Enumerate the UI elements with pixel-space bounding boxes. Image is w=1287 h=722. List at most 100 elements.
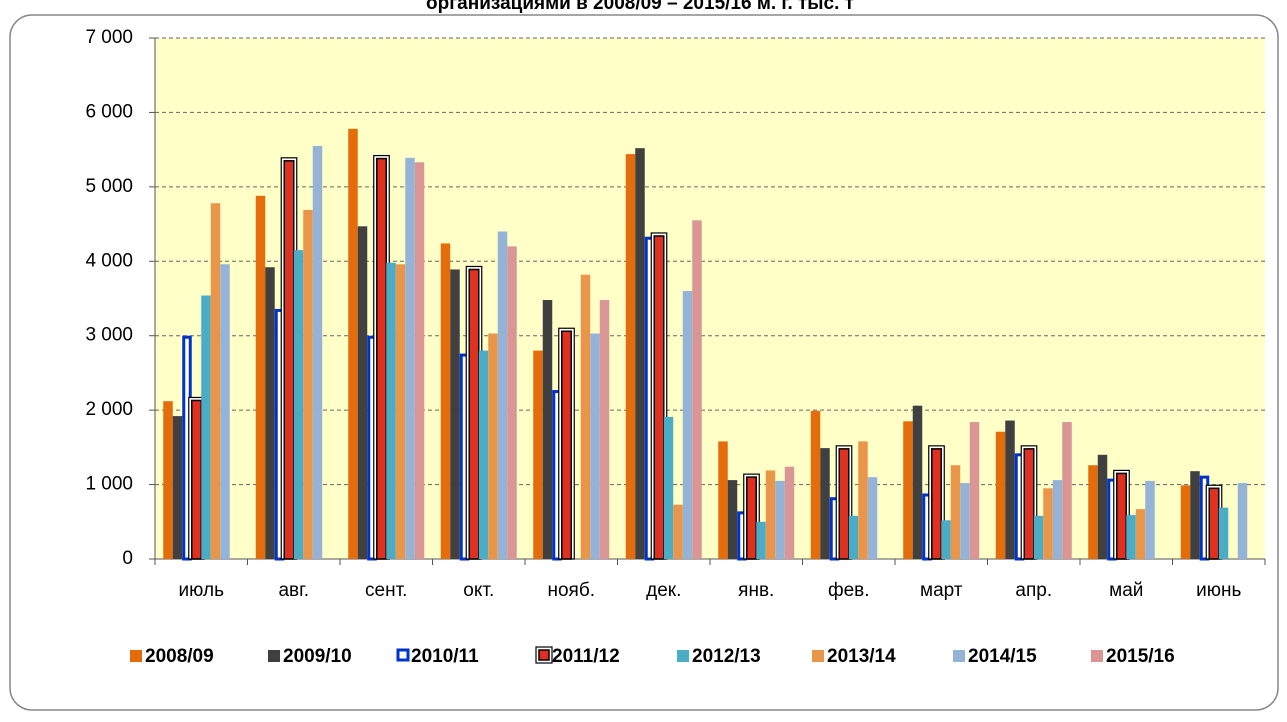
y-tick-label: 0: [122, 548, 133, 569]
bar: [561, 330, 572, 560]
bar: [395, 264, 406, 559]
bar: [727, 480, 738, 559]
y-tick-label: 2 000: [85, 399, 133, 420]
bar: [867, 477, 878, 559]
bar: [533, 350, 543, 559]
legend-label: 2014/15: [968, 646, 1037, 667]
bar: [820, 448, 830, 559]
bar: [912, 405, 923, 559]
x-tick-label: июль: [179, 580, 225, 601]
legend-label: 2011/12: [552, 646, 620, 667]
bar: [580, 274, 591, 559]
bar: [210, 203, 221, 559]
bar: [838, 448, 850, 560]
bar: [1116, 472, 1127, 560]
bar: [1190, 471, 1200, 559]
legend-label: 2012/13: [692, 646, 761, 667]
bar: [858, 441, 868, 559]
x-tick-label: июнь: [1196, 580, 1241, 601]
legend-outline: [535, 646, 553, 664]
legend-label: 2010/11: [411, 646, 479, 667]
bar: [255, 195, 266, 559]
bar: [172, 416, 183, 559]
y-tick-label: 3 000: [85, 325, 133, 346]
bar: [692, 220, 702, 559]
bar: [1052, 480, 1063, 559]
bar: [201, 295, 211, 559]
bar: [931, 448, 942, 560]
bar: [1062, 422, 1072, 559]
bar: [1180, 485, 1191, 559]
plot-area: [155, 38, 1265, 559]
y-tick-label: 1 000: [85, 474, 133, 495]
bar: [1218, 507, 1229, 559]
x-tick-label: май: [1109, 580, 1143, 601]
bar: [653, 235, 665, 560]
legend-label: 2008/09: [145, 646, 214, 667]
bar: [775, 480, 785, 559]
bar: [1043, 488, 1053, 559]
bar: [265, 267, 275, 559]
bar: [903, 421, 913, 559]
x-tick-label: окт.: [463, 580, 494, 601]
bar: [1126, 515, 1136, 559]
x-tick-label: март: [920, 580, 963, 601]
bar: [376, 157, 387, 560]
x-tick-label: авг.: [278, 580, 309, 601]
bar: [682, 291, 693, 559]
bar: [663, 416, 674, 559]
bar: [414, 162, 425, 559]
bar: [784, 466, 795, 559]
bar: [810, 410, 821, 559]
x-tick-label: нояб.: [547, 580, 595, 601]
legend-swatch: [953, 650, 965, 662]
bar: [673, 504, 683, 559]
bar: [1097, 454, 1108, 559]
bar: [163, 401, 173, 559]
bar: [1005, 420, 1015, 559]
bar: [542, 299, 553, 559]
bar: [1208, 487, 1220, 560]
bar: [765, 470, 776, 559]
bar: [348, 128, 358, 559]
bar: [497, 231, 508, 559]
bar: [941, 520, 951, 559]
bar: [635, 148, 645, 559]
bar: [283, 160, 295, 560]
bar: [1145, 480, 1155, 559]
bar: [756, 521, 766, 559]
bar: [960, 483, 970, 559]
x-tick-label: янв.: [738, 580, 774, 601]
bar: [969, 422, 980, 559]
bar: [450, 269, 460, 559]
legend-swatch: [538, 649, 550, 661]
bar: [625, 154, 636, 559]
bar: [1088, 465, 1098, 559]
bar: [468, 268, 480, 560]
bar: [405, 157, 415, 559]
bar: [293, 250, 304, 559]
legend-label: 2009/10: [283, 646, 352, 667]
x-tick-label: сент.: [365, 580, 407, 601]
y-tick-label: 6 000: [85, 101, 133, 122]
legend-swatch: [677, 650, 689, 662]
bar: [590, 333, 600, 559]
x-tick-label: апр.: [1015, 580, 1052, 601]
bar: [995, 431, 1006, 559]
bar: [848, 515, 859, 559]
y-tick-label: 4 000: [85, 250, 133, 271]
x-tick-label: дек.: [646, 580, 681, 601]
bar: [191, 399, 202, 560]
bar: [1135, 509, 1146, 559]
legend-swatch: [396, 648, 410, 662]
bar: [1033, 515, 1044, 559]
bar: [357, 226, 368, 559]
legend-swatch: [268, 650, 280, 662]
bar: [478, 350, 489, 559]
bar: [488, 333, 498, 559]
bar: [386, 262, 396, 559]
x-tick-label: фев.: [828, 580, 870, 601]
legend-swatch: [1091, 650, 1103, 662]
legend-swatch: [130, 650, 142, 662]
